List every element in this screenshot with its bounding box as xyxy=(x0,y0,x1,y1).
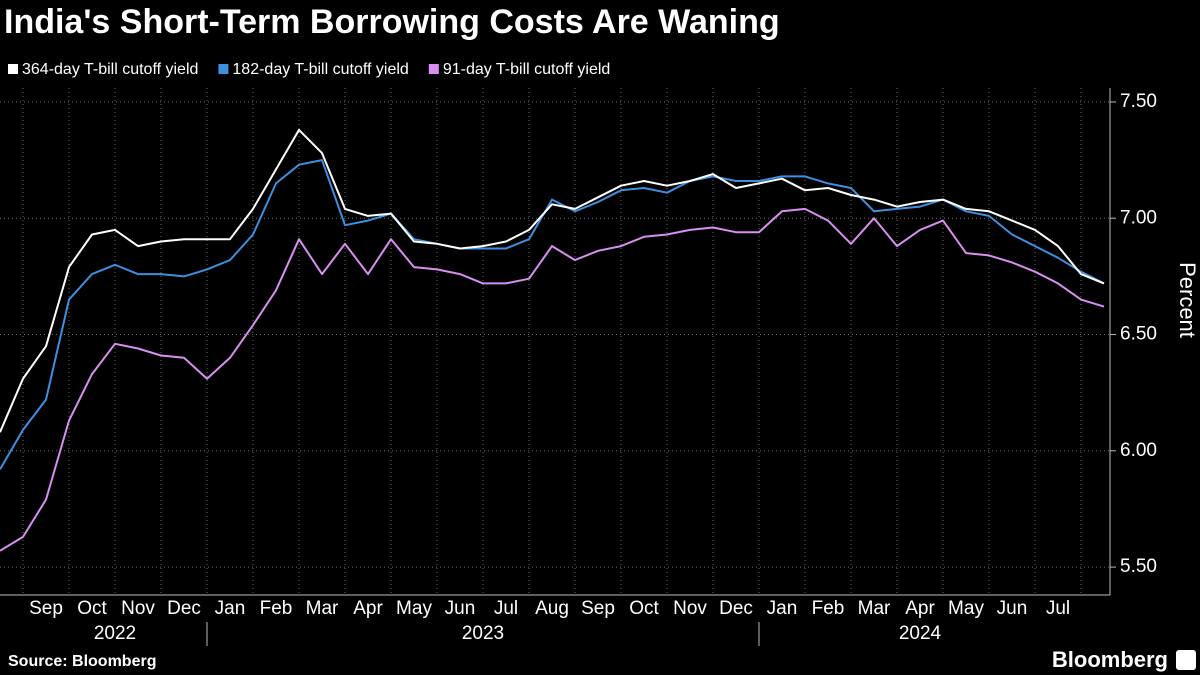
x-tick-label: Jan xyxy=(767,598,798,619)
y-tick-label: 5.50 xyxy=(1120,556,1157,577)
x-tick-label: Nov xyxy=(673,598,707,619)
x-tick-label: Jul xyxy=(494,598,518,619)
x-tick-label: Jan xyxy=(215,598,246,619)
x-tick-label: May xyxy=(948,598,984,619)
x-tick-label: Jul xyxy=(1046,598,1070,619)
x-tick-label: Jun xyxy=(997,598,1028,619)
legend-swatch xyxy=(218,64,229,74)
x-tick-label: Feb xyxy=(260,598,293,619)
series-line xyxy=(0,128,1105,433)
series-line xyxy=(0,207,1105,552)
legend-swatch xyxy=(8,64,18,74)
chart-title: India's Short-Term Borrowing Costs Are W… xyxy=(4,3,780,41)
x-group-label: 2023 xyxy=(462,623,504,644)
y-axis-label: Percent xyxy=(1175,262,1200,338)
legend-label: 182-day T-bill cutoff yield xyxy=(232,61,408,78)
x-tick-label: Mar xyxy=(306,598,339,619)
y-tick-label: 7.00 xyxy=(1120,207,1157,228)
x-tick-label: Feb xyxy=(812,598,845,619)
x-group-label: 2022 xyxy=(94,623,136,644)
x-group-label: 2024 xyxy=(899,623,942,644)
y-tick-label: 6.00 xyxy=(1120,440,1157,461)
legend-label: 91-day T-bill cutoff yield xyxy=(443,61,611,78)
x-tick-label: Nov xyxy=(121,598,155,619)
x-tick-label: Sep xyxy=(581,598,615,619)
y-tick-label: 7.50 xyxy=(1120,91,1157,112)
y-tick-label: 6.50 xyxy=(1120,324,1157,345)
x-tick-label: Apr xyxy=(353,598,383,619)
brand: Bloomberg xyxy=(1052,647,1168,672)
x-tick-label: Oct xyxy=(629,598,659,619)
x-tick-label: Mar xyxy=(858,598,891,619)
x-tick-label: Dec xyxy=(167,598,201,619)
x-tick-label: Jun xyxy=(445,598,476,619)
x-tick-label: Apr xyxy=(905,598,935,619)
source: Source: Bloomberg xyxy=(8,653,156,670)
x-tick-label: Dec xyxy=(719,598,753,619)
x-tick-label: Aug xyxy=(535,598,569,619)
x-tick-label: May xyxy=(396,598,432,619)
legend-label: 364-day T-bill cutoff yield xyxy=(22,61,198,78)
series-line xyxy=(0,159,1105,470)
x-tick-label: Sep xyxy=(29,598,63,619)
brand-icon xyxy=(1176,650,1196,670)
x-tick-label: Oct xyxy=(77,598,107,619)
legend-swatch xyxy=(428,64,439,74)
